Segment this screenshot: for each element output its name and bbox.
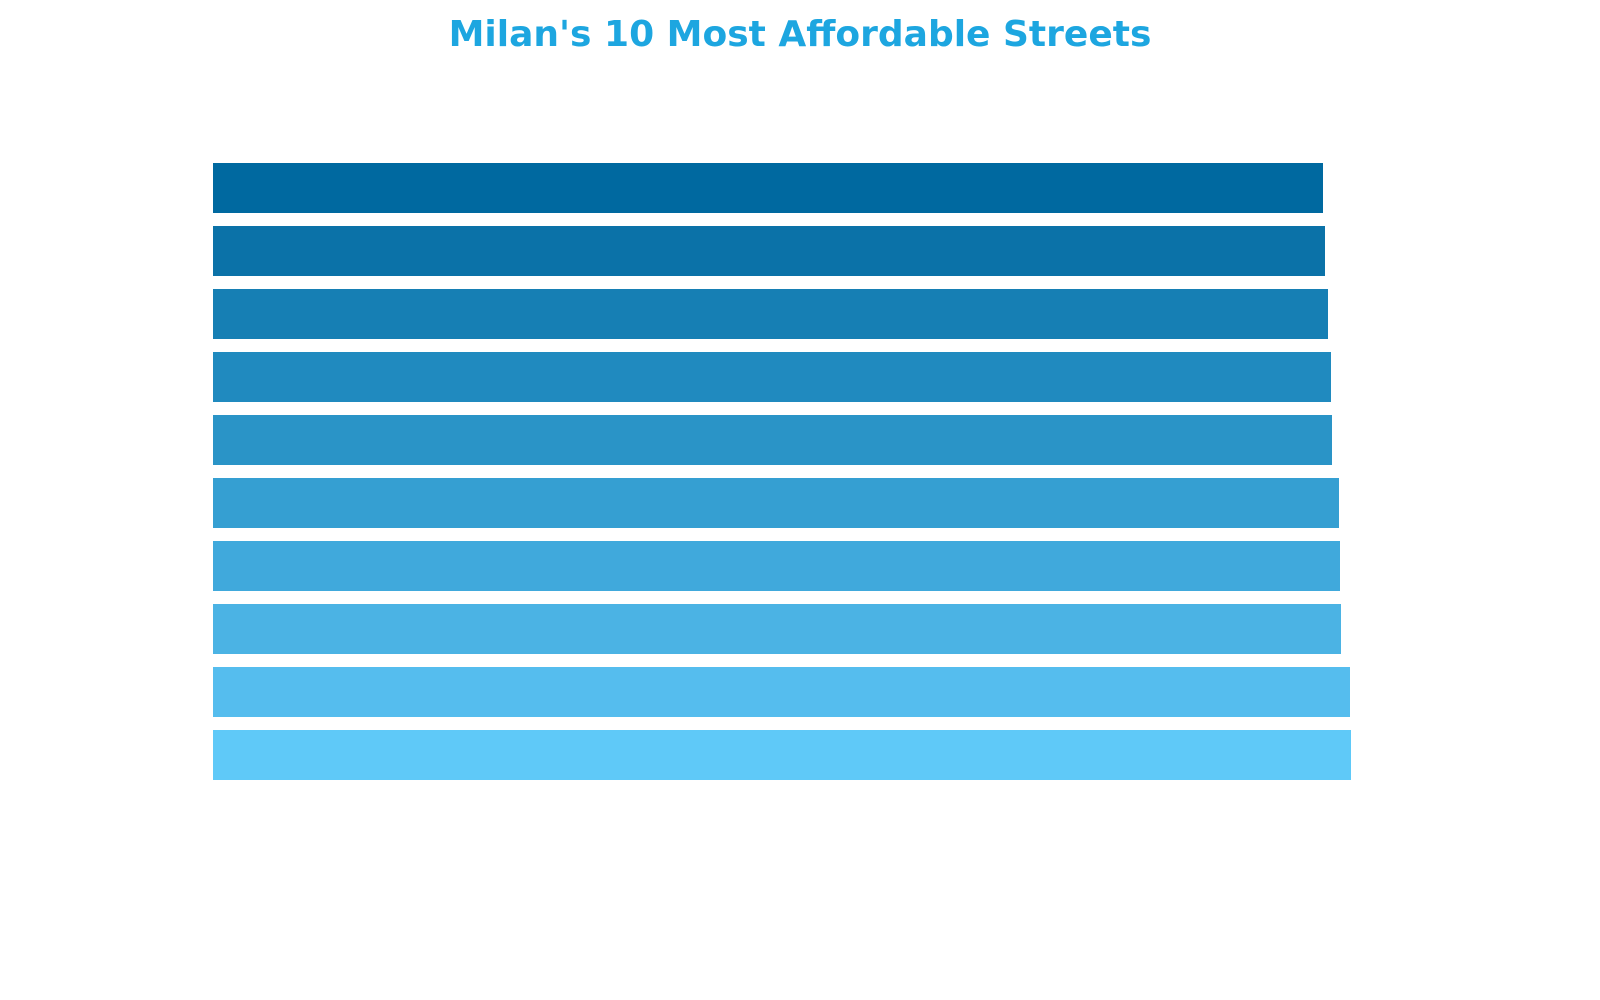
bar [213, 289, 1328, 339]
bar [213, 730, 1351, 780]
chart-title: Milan's 10 Most Affordable Streets [449, 14, 1152, 55]
bar [213, 604, 1341, 654]
bar [213, 352, 1331, 402]
bar [213, 478, 1339, 528]
bar [213, 163, 1323, 213]
bar [213, 667, 1350, 717]
bar [213, 226, 1325, 276]
bar [213, 541, 1340, 591]
bar [213, 415, 1332, 465]
